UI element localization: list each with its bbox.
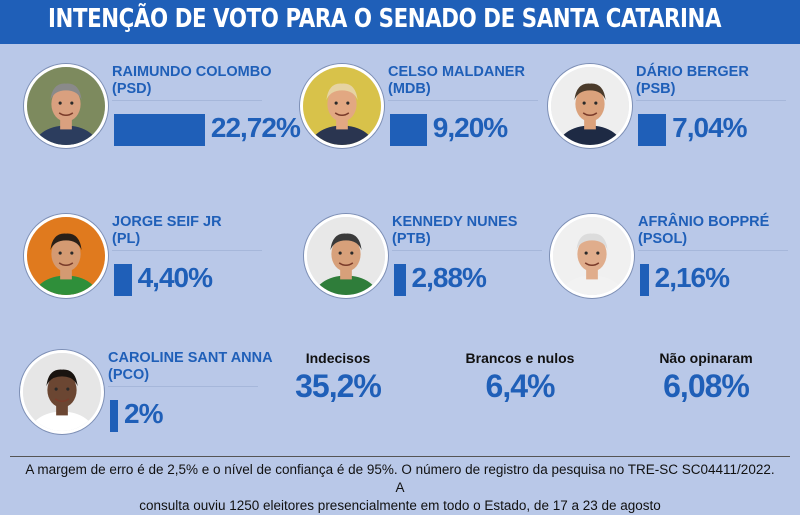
candidate-card: CELSO MALDANER (MDB) 9,20% (300, 64, 550, 174)
stat-label: Brancos e nulos (465, 350, 575, 366)
divider (388, 100, 538, 101)
candidate-photo (24, 214, 108, 298)
candidate-name: JORGE SEIF JR (112, 214, 222, 230)
vote-percentage: 2% (124, 398, 163, 429)
vote-bar (390, 114, 427, 146)
vote-bar (394, 264, 406, 296)
vote-bar (638, 114, 667, 146)
blank-null-stat: Brancos e nulos 6,4% (450, 349, 590, 405)
vote-bar (114, 114, 205, 146)
divider (112, 100, 262, 101)
title-banner: INTENÇÃO DE VOTO PARA O SENADO DE SANTA … (0, 0, 800, 44)
stat-label: Não opinaram (659, 350, 753, 366)
candidate-card: KENNEDY NUNES (PTB) 2,88% (304, 214, 554, 324)
candidate-name: CELSO MALDANER (388, 64, 525, 80)
candidate-photo (20, 350, 104, 434)
undecided-stat: Indecisos 35,2% (268, 349, 408, 405)
no-opinion-stat: Não opinaram 6,08% (636, 349, 776, 405)
methodology-note: A margem de erro é de 2,5% e o nível de … (20, 461, 780, 515)
candidate-card: AFRÂNIO BOPPRÉ (PSOL) 2,16% (550, 214, 800, 324)
vote-bar (114, 264, 132, 296)
candidate-name: DÁRIO BERGER (636, 64, 749, 80)
candidate-party: (MDB) (388, 81, 431, 97)
candidate-party: (PSOL) (638, 231, 688, 247)
candidate-party: (PL) (112, 231, 141, 247)
vote-percentage: 22,72% (210, 112, 301, 143)
methodology-line: A margem de erro é de 2,5% e o nível de … (25, 462, 775, 495)
divider (636, 100, 786, 101)
candidate-name: CAROLINE SANT ANNA (108, 350, 273, 366)
stat-value: 35,2% (295, 368, 382, 404)
chart-title: INTENÇÃO DE VOTO PARA O SENADO DE SANTA … (48, 4, 722, 34)
candidate-party: (PSD) (112, 81, 152, 97)
vote-percentage: 7,04% (672, 112, 747, 143)
candidate-name: AFRÂNIO BOPPRÉ (638, 214, 770, 230)
candidate-party: (PTB) (392, 231, 431, 247)
candidate-card: CAROLINE SANT ANNA (PCO) 2% (20, 350, 273, 460)
divider (392, 250, 542, 251)
candidate-card: DÁRIO BERGER (PSB) 7,04% (548, 64, 798, 174)
candidate-photo (304, 214, 388, 298)
candidate-photo (24, 64, 108, 148)
methodology-line: consulta ouviu 1250 eleitores presencial… (139, 498, 661, 513)
vote-percentage: 4,40% (137, 262, 213, 293)
candidate-party: (PCO) (108, 367, 150, 383)
candidate-card: RAIMUNDO COLOMBO (PSD) 22,72% (24, 64, 301, 174)
vote-bar (110, 400, 118, 432)
stat-label: Indecisos (305, 350, 371, 366)
candidate-photo (550, 214, 634, 298)
vote-percentage: 2,16% (654, 262, 730, 293)
candidate-name: RAIMUNDO COLOMBO (112, 64, 272, 80)
divider (112, 250, 262, 251)
vote-percentage: 2,88% (411, 262, 487, 293)
candidate-name: KENNEDY NUNES (392, 214, 518, 230)
divider (638, 250, 788, 251)
vote-percentage: 9,20% (432, 112, 508, 143)
vote-bar (640, 264, 649, 296)
divider (108, 386, 258, 387)
footer-divider (10, 456, 790, 457)
candidate-photo (548, 64, 632, 148)
stat-value: 6,4% (485, 368, 556, 404)
candidate-photo (300, 64, 384, 148)
candidate-party: (PSB) (636, 81, 676, 97)
stat-value: 6,08% (663, 368, 750, 404)
candidate-card: JORGE SEIF JR (PL) 4,40% (24, 214, 274, 324)
